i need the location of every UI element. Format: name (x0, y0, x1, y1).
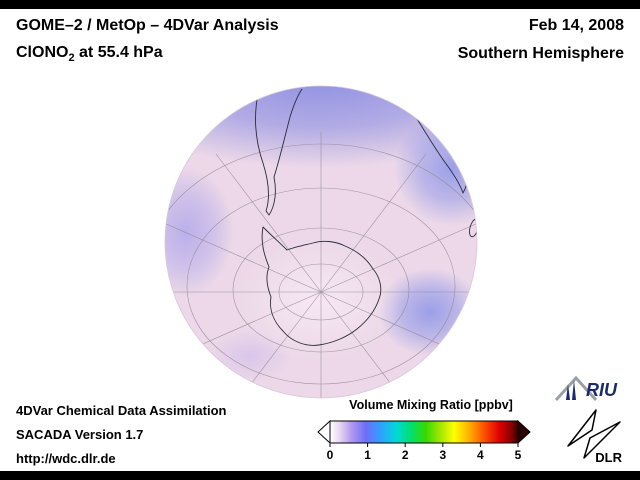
tick-label-2: 2 (402, 448, 409, 461)
riu-logo-text: RIU (586, 380, 618, 400)
date-region-block: Feb 14, 2008 Southern Hemisphere (458, 17, 624, 62)
website-url[interactable]: http://wdc.dlr.de (16, 451, 116, 466)
colorbar: Volume Mixing Ratio [ppbv] 0 1 2 3 4 5 (316, 398, 546, 466)
tick-label-0: 0 (327, 448, 334, 461)
dlr-emblem-icon (567, 409, 621, 459)
top-black-bar (0, 0, 640, 9)
colorbar-right-arrow (517, 419, 531, 445)
date-label: Feb 14, 2008 (528, 17, 624, 34)
tick-label-4: 4 (477, 448, 484, 461)
graticule (165, 132, 477, 398)
tick-label-1: 1 (364, 448, 371, 461)
title-line2: ClONO2 at 55.4 hPa (16, 44, 279, 64)
colorbar-title: Volume Mixing Ratio [ppbv] (349, 398, 513, 412)
pressure-level: at 55.4 hPa (74, 43, 163, 61)
tick-label-3: 3 (439, 448, 446, 461)
assimilation-label: 4DVar Chemical Data Assimilation (16, 403, 227, 418)
colorbar-gradient (329, 420, 519, 444)
colorbar-left-arrow (317, 419, 331, 445)
species-name: ClONO (16, 43, 69, 61)
colorbar-tick-marks (329, 443, 519, 447)
dlr-logo: DLR (562, 406, 626, 469)
colorbar-scale: 0 1 2 3 4 5 (317, 419, 531, 462)
antarctica-coastline (261, 226, 382, 346)
bottom-black-bar (0, 471, 640, 480)
riu-logo: RIU (554, 372, 630, 407)
riu-roof-icon (554, 375, 598, 402)
version-label: SACADA Version 1.7 (16, 427, 144, 442)
tick-label-5: 5 (515, 448, 522, 461)
south-america-coastline (255, 88, 303, 216)
dlr-logo-text: DLR (595, 450, 622, 464)
hemisphere-label: Southern Hemisphere (457, 44, 624, 62)
globe-limb (164, 85, 478, 399)
footer-credits: 4DVar Chemical Data Assimilation SACADA … (16, 403, 227, 475)
species-subscript: 2 (68, 51, 75, 64)
title-line1: GOME–2 / MetOp – 4DVar Analysis (16, 17, 279, 34)
cathedral-icon (566, 380, 576, 400)
figure-title-block: GOME–2 / MetOp – 4DVar Analysis ClONO2 a… (16, 17, 279, 64)
